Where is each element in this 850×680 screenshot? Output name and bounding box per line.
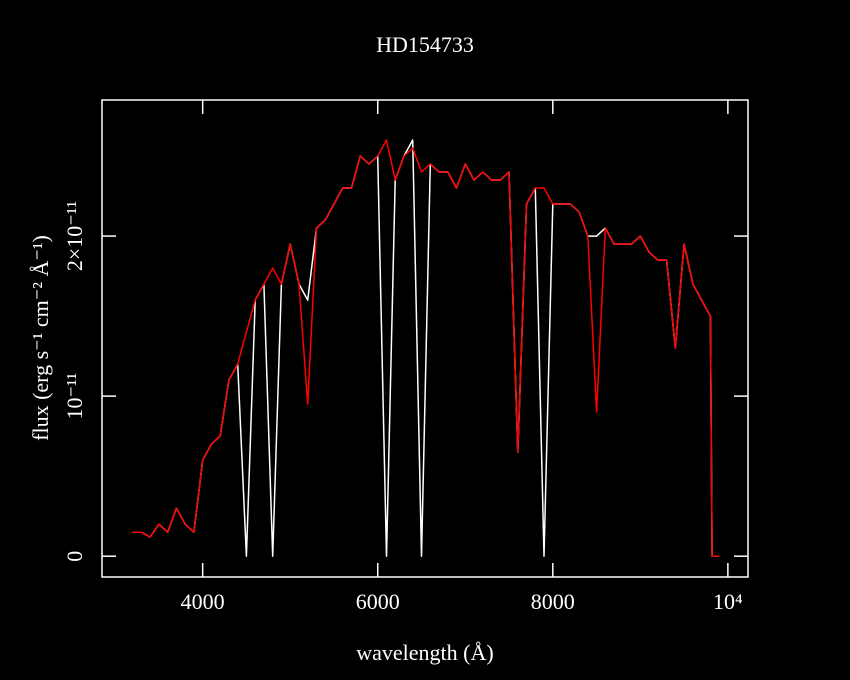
chart-title: HD154733 [376,32,474,57]
series-line [132,139,720,557]
plot-frame [101,99,749,578]
x-tick-label: 10⁴ [713,589,743,614]
y-tick-label: 2×10⁻¹¹ [62,201,87,271]
x-tick-label: 6000 [356,589,400,614]
x-tick-label: 8000 [531,589,575,614]
y-tick-label: 10⁻¹¹ [62,373,87,420]
series-line [132,139,720,557]
y-axis-label: flux (erg s⁻¹ cm⁻² Å⁻¹) [28,235,53,441]
x-tick-label: 4000 [181,589,225,614]
y-tick-label: 0 [62,551,87,562]
x-axis-label: wavelength (Å) [356,640,493,665]
